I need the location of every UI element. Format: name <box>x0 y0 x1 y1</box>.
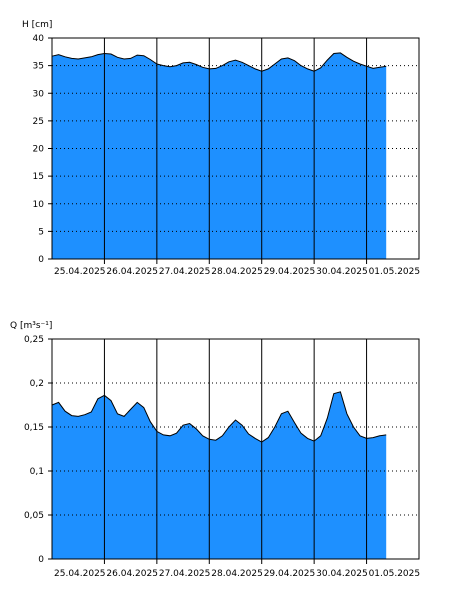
discharge-y-tick-label: 0,15 <box>24 423 44 433</box>
level-x-tick-label: 01.05.2025 <box>369 267 421 277</box>
discharge-x-tick-label: 26.04.2025 <box>106 569 158 579</box>
level-y-tick-label: 15 <box>33 172 44 182</box>
level-y-tick-label: 10 <box>33 200 45 210</box>
level-x-tick-label: 29.04.2025 <box>264 267 316 277</box>
water-level-chart: H [cm] 0 5 10 15 20 25 30 35 40 25.04.2025 26.04.2… <box>22 20 420 277</box>
level-x-tick-label: 30.04.2025 <box>316 267 368 277</box>
discharge-x-tick-label: 28.04.2025 <box>211 569 263 579</box>
discharge-y-tick-label: 0,25 <box>24 335 44 345</box>
level-y-tick-label: 30 <box>33 89 45 99</box>
level-x-tick-label: 28.04.2025 <box>211 267 263 277</box>
level-x-tick-label: 27.04.2025 <box>159 267 211 277</box>
level-line <box>51 52 387 72</box>
level-y-tick-label: 20 <box>33 145 45 155</box>
discharge-line <box>51 391 387 443</box>
discharge-x-tick-label: 30.04.2025 <box>316 569 368 579</box>
discharge-y-tick-label: 0,2 <box>30 379 44 389</box>
level-y-tick-label: 35 <box>33 62 44 72</box>
discharge-axis-label: Q [m³s⁻¹] <box>10 321 52 331</box>
discharge-y-tick-label: 0,1 <box>30 467 44 477</box>
level-y-tick-label: 5 <box>38 227 44 237</box>
discharge-x-tick-label: 27.04.2025 <box>159 569 211 579</box>
discharge-y-tick-label: 0,05 <box>24 511 44 521</box>
level-x-tick-label: 25.04.2025 <box>54 267 106 277</box>
discharge-plot-frame <box>51 338 420 560</box>
level-plot-frame <box>51 37 420 260</box>
discharge-x-tick-label: 29.04.2025 <box>264 569 316 579</box>
water-level-axis-label: H [cm] <box>22 20 52 30</box>
level-x-tick-label: 26.04.2025 <box>106 267 158 277</box>
discharge-y-tick-label: 0 <box>38 555 44 565</box>
level-y-tick-label: 40 <box>33 34 45 44</box>
level-y-tick-label: 25 <box>33 117 44 127</box>
discharge-area <box>52 391 387 559</box>
discharge-x-tick-label: 25.04.2025 <box>54 569 106 579</box>
discharge-x-tick-label: 01.05.2025 <box>369 569 421 579</box>
level-area <box>52 52 387 260</box>
level-y-tick-label: 0 <box>38 255 44 265</box>
